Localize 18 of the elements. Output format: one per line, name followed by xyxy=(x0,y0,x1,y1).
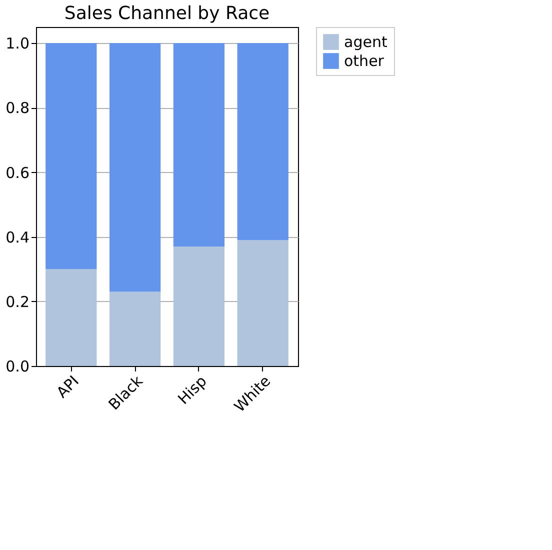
bar xyxy=(237,43,288,240)
y-tick-label: 0.6 xyxy=(6,164,30,182)
bar xyxy=(109,292,161,366)
y-tick-label: 0.8 xyxy=(6,99,30,118)
x-tick-label: API xyxy=(52,372,82,402)
bar xyxy=(109,43,161,292)
y-tick-label: 0.2 xyxy=(6,292,30,311)
y-tick-label: 1.0 xyxy=(6,34,30,53)
bar xyxy=(173,246,225,366)
y-tick-label: 0.4 xyxy=(6,228,30,246)
bar xyxy=(173,43,225,247)
bar xyxy=(237,240,288,366)
bar xyxy=(46,43,97,270)
legend-label: other xyxy=(344,52,385,70)
y-tick-label: 0.0 xyxy=(6,358,30,376)
legend-label: agent xyxy=(344,33,388,51)
chart-title: Sales Channel by Race xyxy=(64,3,270,24)
bar xyxy=(46,269,97,366)
